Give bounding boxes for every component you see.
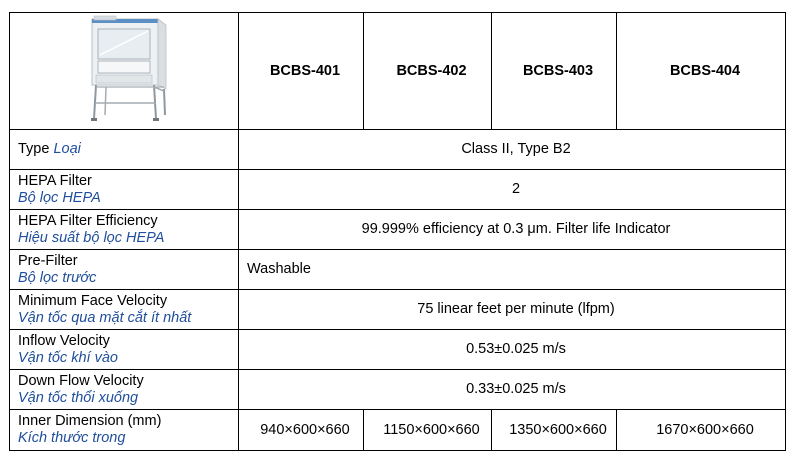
label-vi: Bộ lọc HEPA <box>18 189 101 206</box>
row-label: Minimum Face Velocity Vận tốc qua mặt cắ… <box>9 289 239 330</box>
biosafety-cabinet-image <box>91 15 167 121</box>
label-en: Inflow Velocity <box>18 332 110 349</box>
label-vi: Bộ lọc trước <box>18 269 97 286</box>
row-value: Washable <box>238 249 786 290</box>
dimension-value-2: 1150×600×660 <box>363 409 492 451</box>
table-row: HEPA Filter Bộ lọc HEPA 2 <box>9 169 786 210</box>
label-vi: Kích thước trong <box>18 430 126 446</box>
row-label: Pre-Filter Bộ lọc trước <box>9 249 239 290</box>
table-row: Inner Dimension (mm) Kích thước trong 94… <box>9 409 786 451</box>
table-row: Down Flow Velocity Vận tốc thổi xuống 0.… <box>9 369 786 410</box>
table-row: Minimum Face Velocity Vận tốc qua mặt cắ… <box>9 289 786 330</box>
model-header-2: BCBS-402 <box>363 12 492 130</box>
label-vi: Loại <box>53 141 81 157</box>
table-row: Inflow Velocity Vận tốc khí vào 0.53±0.0… <box>9 329 786 370</box>
label-en: Type <box>18 141 50 157</box>
row-value: Class II, Type B2 <box>238 129 786 170</box>
label-vi: Hiệu suất bộ lọc HEPA <box>18 229 165 246</box>
model-header-4: BCBS-404 <box>616 12 786 130</box>
table-row: HEPA Filter Efficiency Hiệu suất bộ lọc … <box>9 209 786 250</box>
spec-table: BCBS-401 BCBS-402 BCBS-403 BCBS-404 Type… <box>9 12 786 451</box>
row-value: 2 <box>238 169 786 210</box>
row-label: Inner Dimension (mm) Kích thước trong <box>9 409 239 451</box>
label-en: Down Flow Velocity <box>18 372 144 389</box>
row-label: Down Flow Velocity Vận tốc thổi xuống <box>9 369 239 410</box>
label-en: Inner Dimension (mm) <box>18 413 162 429</box>
dimension-value-3: 1350×600×660 <box>491 409 617 451</box>
row-label: HEPA Filter Bộ lọc HEPA <box>9 169 239 210</box>
row-value: 99.999% efficiency at 0.3 μm. Filter lif… <box>238 209 786 250</box>
label-en: Minimum Face Velocity <box>18 292 168 309</box>
dimension-value-4: 1670×600×660 <box>616 409 786 451</box>
row-value: 75 linear feet per minute (lfpm) <box>238 289 786 330</box>
label-vi: Vận tốc qua mặt cắt ít nhất <box>18 309 192 326</box>
header-row: BCBS-401 BCBS-402 BCBS-403 BCBS-404 <box>9 12 786 130</box>
model-header-3: BCBS-403 <box>491 12 617 130</box>
row-label: Inflow Velocity Vận tốc khí vào <box>9 329 239 370</box>
product-image-cell <box>9 12 239 130</box>
table-row: Type Loại Class II, Type B2 <box>9 129 786 170</box>
label-vi: Vận tốc thổi xuống <box>18 389 139 406</box>
dimension-value-1: 940×600×660 <box>238 409 364 451</box>
row-label: HEPA Filter Efficiency Hiệu suất bộ lọc … <box>9 209 239 250</box>
label-en: HEPA Filter <box>18 172 92 189</box>
row-value: 0.53±0.025 m/s <box>238 329 786 370</box>
model-header-1: BCBS-401 <box>238 12 364 130</box>
row-value: 0.33±0.025 m/s <box>238 369 786 410</box>
label-en: Pre-Filter <box>18 252 78 269</box>
label-vi: Vận tốc khí vào <box>18 349 118 366</box>
table-row: Pre-Filter Bộ lọc trước Washable <box>9 249 786 290</box>
row-label: Type Loại <box>9 129 239 170</box>
label-en: HEPA Filter Efficiency <box>18 212 158 229</box>
